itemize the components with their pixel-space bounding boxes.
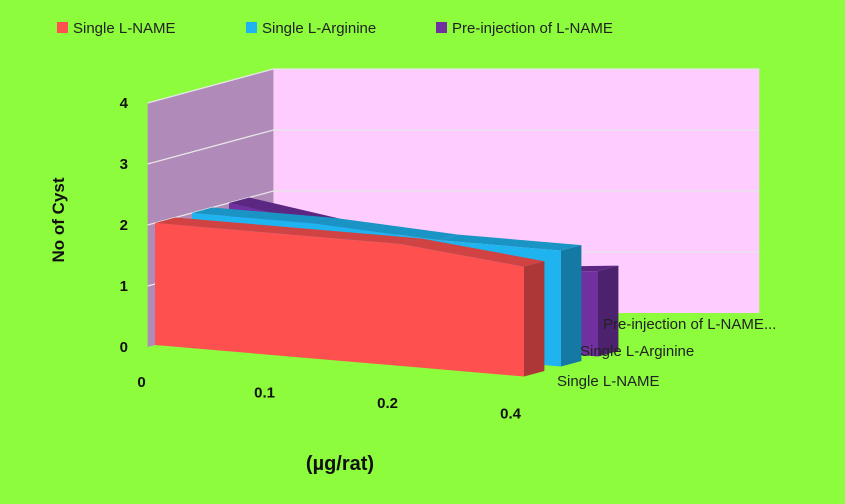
- y-tick-label: 3: [120, 156, 128, 173]
- legend-label: Single L-NAME: [73, 20, 176, 37]
- series-ribbons: [155, 197, 619, 377]
- legend-swatch: [436, 22, 447, 33]
- y-tick-label: 1: [120, 278, 128, 295]
- ribbon-top: [278, 228, 422, 244]
- gridline: [147, 190, 760, 226]
- legend-item: Single L-Arginine: [246, 20, 376, 37]
- x-tick-label: 0.2: [377, 395, 398, 412]
- ribbon-side: [598, 265, 619, 357]
- gridline: [147, 68, 760, 104]
- legend-label: Pre-injection of L-NAME: [452, 20, 613, 37]
- y-tick-label: 4: [120, 95, 129, 112]
- depth-label: Single L-NAME: [557, 373, 660, 390]
- ribbon-side: [524, 261, 545, 377]
- ribbon-side: [561, 245, 582, 367]
- legend: Single L-NAME Single L-Arginine Pre-inject…: [57, 20, 613, 37]
- ribbon-front: [155, 223, 524, 377]
- ribbon-top: [315, 218, 459, 241]
- legend-item: Single L-NAME: [57, 20, 176, 37]
- ribbon-top: [401, 238, 545, 267]
- x-tick-label: 0: [137, 374, 145, 391]
- legend-label: Single L-Arginine: [262, 20, 376, 37]
- legend-swatch: [246, 22, 257, 33]
- depth-label: Pre-injection of L-NAME...: [603, 316, 776, 333]
- ribbon-top: [438, 234, 582, 251]
- x-axis-ticks: 0 0.1 0.2 0.4: [137, 374, 521, 423]
- gridline: [147, 129, 760, 165]
- y-axis-ticks: 0 1 2 3 4: [120, 95, 129, 356]
- depth-label: Single L-Arginine: [580, 343, 694, 360]
- x-tick-label: 0.4: [500, 406, 522, 423]
- y-tick-label: 2: [120, 217, 128, 234]
- x-tick-label: 0.1: [254, 385, 275, 402]
- ribbon-top: [155, 217, 299, 234]
- depth-axis-labels: Pre-injection of L-NAME... Single L-Argin…: [557, 316, 776, 390]
- x-axis-title: (µg/rat): [306, 453, 374, 475]
- series-single-l-name: [155, 217, 545, 377]
- y-axis-title: No of Cyst: [49, 177, 68, 262]
- ribbon-top: [192, 207, 336, 224]
- legend-swatch: [57, 22, 68, 33]
- legend-item: Pre-injection of L-NAME: [436, 20, 613, 37]
- y-tick-label: 0: [120, 339, 128, 356]
